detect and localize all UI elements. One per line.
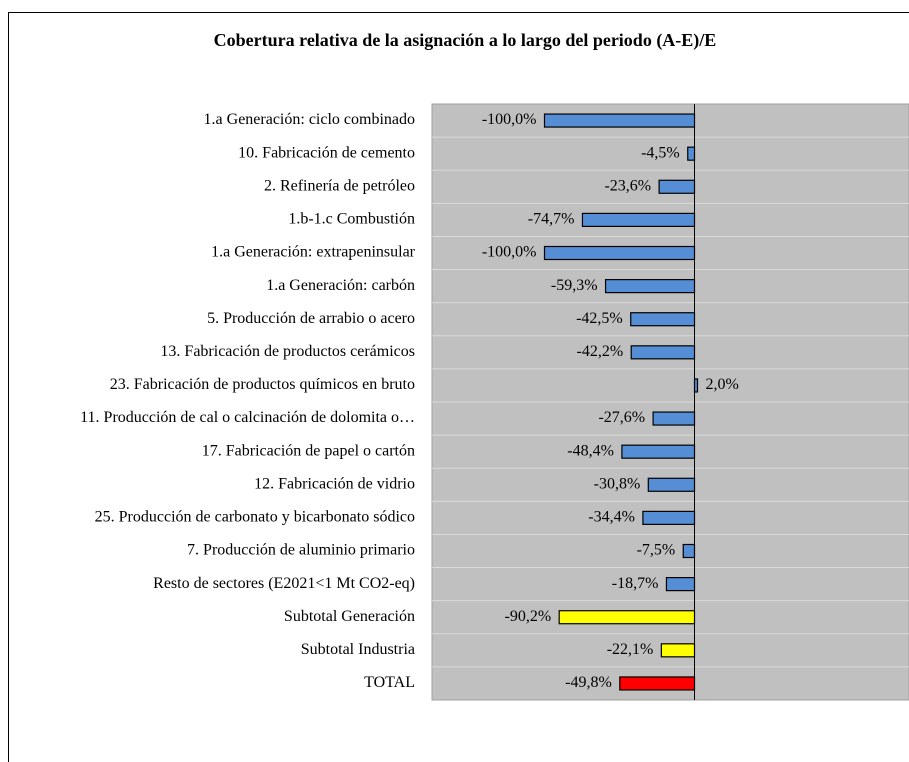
bar: [543, 245, 696, 261]
y-tick-label: 10. Fabricación de cemento: [238, 144, 415, 161]
data-label: -27,6%: [598, 409, 645, 426]
y-tick-label: 5. Producción de arrabio o acero: [207, 310, 415, 327]
data-label: -23,6%: [604, 177, 651, 194]
y-tick-label: 12. Fabricación de vidrio: [254, 475, 415, 492]
bar: [543, 113, 696, 128]
y-tick-label: 2. Refinería de petróleo: [264, 177, 415, 194]
bar: [642, 510, 696, 525]
bar: [619, 676, 696, 691]
y-tick-label: 1.b-1.c Combustión: [288, 211, 415, 228]
bar: [604, 279, 696, 294]
bar: [658, 179, 696, 194]
y-tick-label: 23. Fabricación de productos químicos en…: [110, 376, 415, 393]
data-label: -90,2%: [505, 608, 552, 625]
bar: [665, 577, 696, 592]
y-tick-label: 13. Fabricación de productos cerámicos: [160, 343, 415, 360]
data-label: -30,8%: [594, 475, 641, 492]
data-label: -59,3%: [551, 277, 598, 294]
y-tick-label: 7. Producción de aluminio primario: [187, 542, 415, 559]
bar: [652, 411, 696, 426]
y-tick-label: 1.a Generación: ciclo combinado: [204, 111, 415, 128]
chart-title: Cobertura relativa de la asignación a lo…: [214, 30, 717, 51]
bar: [630, 345, 696, 360]
y-tick-label: 1.a Generación: carbón: [266, 277, 415, 294]
bar: [621, 444, 696, 459]
data-label: -34,4%: [588, 509, 635, 526]
data-label: -7,5%: [637, 542, 676, 559]
data-label: -4,5%: [641, 144, 680, 161]
data-label: -18,7%: [612, 575, 659, 592]
data-label: -49,8%: [565, 674, 612, 691]
y-tick-label: Resto de sectores (E2021<1 Mt CO2-eq): [153, 575, 415, 592]
bar: [660, 643, 696, 658]
y-tick-label: TOTAL: [364, 674, 415, 691]
bar: [558, 610, 696, 625]
bar: [687, 146, 696, 161]
data-label: -22,1%: [607, 641, 654, 658]
data-label: -100,0%: [482, 111, 537, 128]
y-tick-label: Subtotal Industria: [301, 641, 415, 658]
bar: [647, 477, 696, 492]
data-label: 2,0%: [706, 376, 739, 393]
y-tick-label: 1.a Generación: extrapeninsular: [211, 244, 416, 261]
data-label: -42,2%: [577, 343, 624, 360]
data-label: -100,0%: [482, 244, 537, 261]
data-label: -74,7%: [528, 211, 575, 228]
data-label: -42,5%: [576, 310, 623, 327]
y-tick-label: 11. Producción de cal o calcinación de d…: [80, 409, 415, 426]
y-tick-label: 17. Fabricación de papel o cartón: [202, 442, 415, 459]
bar: [682, 543, 696, 559]
bar: [630, 312, 696, 327]
y-tick-label: Subtotal Generación: [284, 608, 415, 625]
y-tick-label: 25. Producción de carbonato y bicarbonat…: [95, 509, 415, 526]
bar: [581, 212, 696, 227]
data-label: -48,4%: [567, 442, 614, 459]
